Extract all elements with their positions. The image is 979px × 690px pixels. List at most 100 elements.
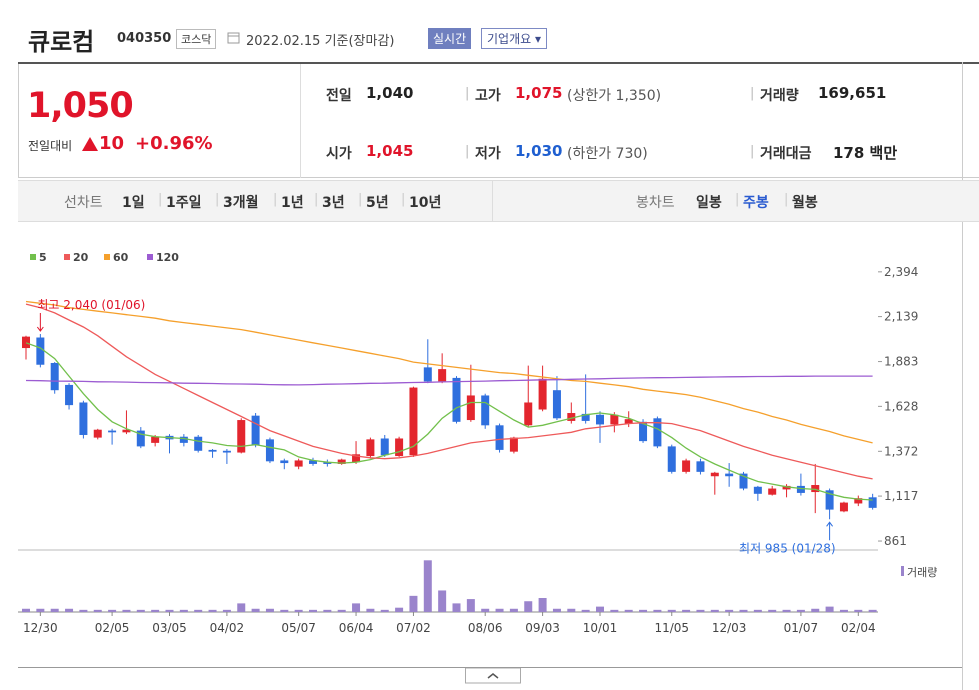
volume-bar — [782, 609, 791, 612]
annotation: 최고 2,040 (01/06) — [37, 298, 145, 312]
volume-bar — [811, 608, 820, 612]
volume-bar — [380, 609, 389, 612]
candle-body — [811, 485, 820, 493]
up-triangle — [82, 137, 98, 151]
legend-swatch — [104, 254, 110, 260]
candle-body — [567, 413, 576, 421]
candle-body — [753, 486, 762, 494]
volume-bar — [452, 603, 461, 612]
volume-bar — [509, 608, 518, 612]
candle-body — [294, 460, 303, 467]
tab-group-label: 선차트 — [64, 195, 103, 211]
annotation: 최저 985 (01/28) — [739, 541, 836, 555]
legend-label: 20 — [73, 251, 89, 264]
candle-body — [323, 462, 332, 464]
period-tab[interactable]: 3년 — [322, 195, 345, 211]
realtime-button[interactable]: 실시간 — [428, 28, 472, 49]
quote-value: 1,075 — [515, 84, 563, 102]
candle-body — [581, 413, 590, 421]
candle-body — [839, 502, 848, 512]
legend-swatch — [64, 254, 70, 260]
volume-bar — [596, 606, 604, 612]
volume-bar — [280, 609, 289, 612]
quote-label: 전일 — [326, 88, 352, 104]
period-tab[interactable]: 1일 — [122, 195, 145, 211]
ma-line — [25, 342, 873, 501]
candle-body — [265, 439, 274, 462]
volume-bar — [151, 609, 160, 612]
period-tab[interactable]: 일봉 — [696, 195, 722, 211]
volume-bar — [409, 595, 418, 612]
candle-body — [639, 421, 648, 442]
candle-body — [696, 461, 705, 472]
annotation-arrow — [36, 313, 44, 332]
volume-bar — [122, 609, 131, 612]
quote-value: 169,651 — [818, 84, 887, 102]
tab-group-label: 봉차트 — [636, 195, 675, 211]
candle-body — [524, 402, 533, 426]
period-tab[interactable]: 1년 — [281, 195, 304, 211]
x-tick-label: 12/03 — [712, 621, 747, 635]
candle-body — [36, 337, 45, 365]
candle-body — [50, 362, 59, 391]
quote-value: 1,040 — [366, 84, 414, 102]
candle-body — [796, 485, 805, 493]
volume-bar — [725, 609, 734, 612]
volume-bar — [309, 609, 317, 612]
period-tab[interactable]: 1주일 — [166, 195, 202, 211]
candle-body — [438, 369, 447, 382]
x-tick-label: 07/02 — [396, 621, 431, 635]
candle-body — [194, 436, 203, 451]
quote-label: 거래량 — [760, 88, 799, 104]
separator: | — [784, 192, 789, 207]
candle-body — [423, 367, 432, 382]
candle-body — [93, 429, 102, 438]
x-tick-label: 02/05 — [95, 621, 130, 635]
period-tab[interactable]: 주봉 — [743, 195, 769, 211]
candle-body — [495, 425, 504, 450]
legend-swatch — [147, 254, 153, 260]
overview-dropdown[interactable]: 기업개요 ▾ — [481, 28, 548, 49]
period-tab[interactable]: 3개월 — [223, 195, 259, 211]
candle-body — [409, 387, 418, 456]
period-tab[interactable]: 10년 — [409, 195, 442, 211]
separator: | — [465, 144, 470, 159]
x-tick-label: 10/01 — [583, 621, 618, 635]
candle-body — [380, 438, 389, 456]
volume-bar — [208, 609, 217, 612]
stock-name: 큐로컴 — [28, 28, 95, 56]
candle-body — [667, 446, 676, 472]
x-tick-label: 02/04 — [841, 621, 876, 635]
legend-label: 60 — [113, 251, 129, 264]
collapse-button[interactable] — [465, 668, 521, 684]
period-tab[interactable]: 월봉 — [792, 195, 818, 211]
candle-body — [868, 497, 877, 508]
volume-bar — [65, 608, 74, 612]
candle-body — [739, 473, 748, 489]
quote-label: 시가 — [326, 146, 352, 162]
separator: | — [401, 192, 406, 207]
separator: | — [158, 192, 163, 207]
candle-body — [481, 395, 490, 426]
volume-bar — [222, 609, 231, 612]
volume-bar — [825, 606, 834, 612]
volume-bar — [50, 608, 59, 612]
candle-body — [136, 430, 145, 447]
candle-body — [452, 377, 461, 422]
x-tick-label: 01/07 — [784, 621, 819, 635]
volume-bar — [179, 609, 188, 612]
separator: | — [314, 192, 319, 207]
candle-body — [725, 473, 734, 477]
volume-bar — [682, 609, 691, 612]
period-tab[interactable]: 5년 — [366, 195, 389, 211]
y-tick-label: 2,139 — [884, 310, 918, 324]
candle-body — [179, 436, 188, 443]
volume-bar — [868, 609, 877, 612]
x-tick-label: 04/02 — [210, 621, 245, 635]
divider — [18, 62, 979, 64]
ma-line — [25, 375, 873, 386]
candle-body — [509, 437, 518, 452]
candle-body — [782, 485, 791, 490]
legend-label: 거래량 — [907, 566, 937, 579]
